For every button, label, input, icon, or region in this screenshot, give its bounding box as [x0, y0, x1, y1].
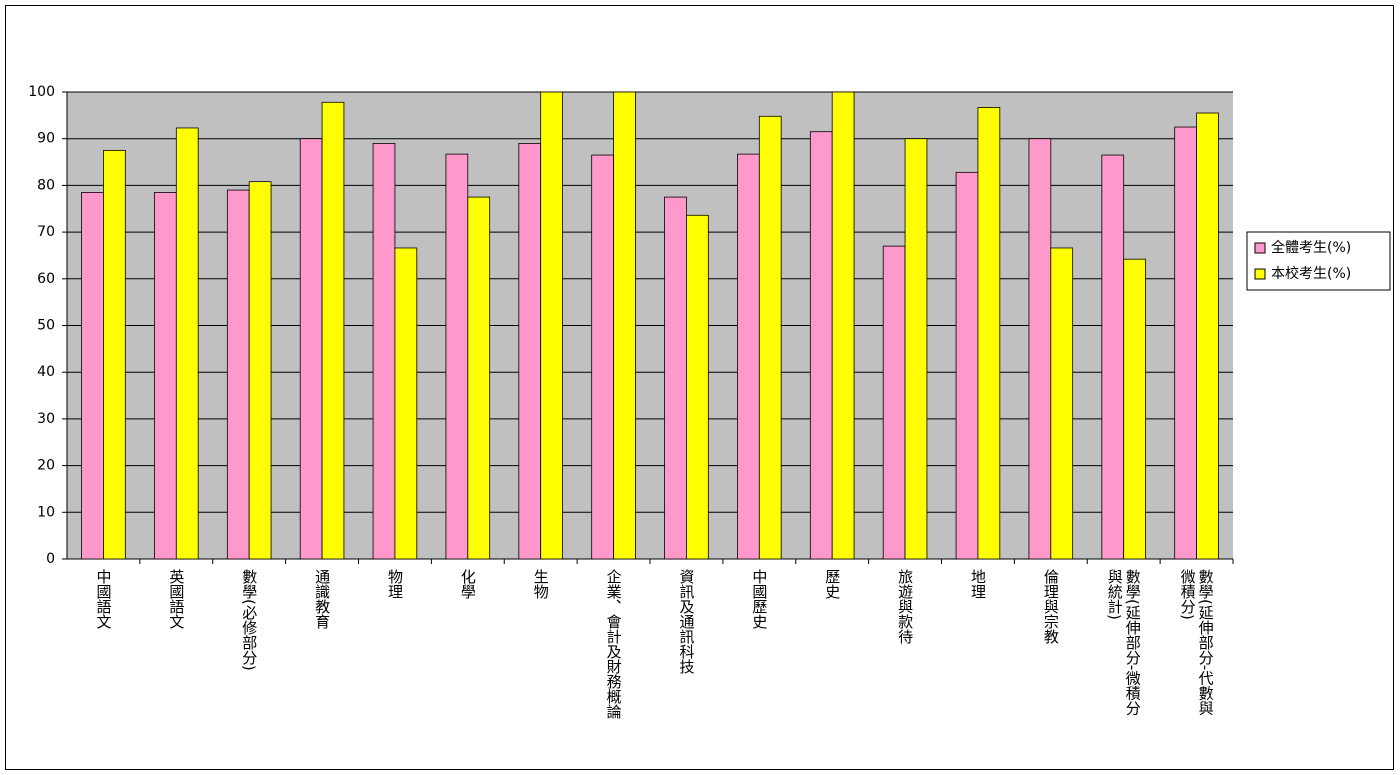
x-tick-label: 物理 [385, 569, 404, 599]
x-tick-label: 數學(必修部分) [240, 569, 259, 671]
legend-label: 全體考生(%) [1271, 239, 1351, 256]
bar [467, 196, 491, 560]
bar [248, 181, 272, 560]
y-tick-label: 100 [28, 84, 55, 100]
y-tick-label: 80 [37, 177, 55, 193]
bar [372, 142, 396, 560]
legend-label: 本校考生(%) [1271, 265, 1351, 282]
x-tick-label: 倫理與宗教 [1041, 569, 1060, 644]
x-tick-label: 通識教育 [313, 569, 332, 629]
bar [591, 154, 614, 560]
bar [81, 192, 104, 560]
bar [882, 245, 906, 560]
bar [955, 171, 979, 560]
bar [664, 196, 687, 560]
bar [613, 91, 636, 560]
bar [226, 189, 250, 560]
bar [809, 131, 833, 560]
y-tick-label: 30 [37, 411, 55, 427]
x-tick-label: 旅遊與款待 [896, 569, 915, 644]
bar [1050, 247, 1074, 560]
y-tick-label: 50 [37, 318, 55, 334]
bar [904, 138, 928, 560]
y-tick-label: 70 [37, 224, 55, 240]
legend-box [1246, 231, 1391, 291]
bar [394, 247, 418, 560]
bar [321, 101, 345, 560]
x-tick-label: 資訊及通訊科技 [677, 569, 696, 674]
bar [103, 149, 126, 560]
bar [175, 127, 199, 560]
y-tick-label: 0 [46, 551, 55, 567]
y-tick-label: 20 [37, 458, 55, 474]
bar [1101, 154, 1125, 560]
x-tick-label: 生物 [531, 569, 550, 599]
x-tick-label: 英國語文 [167, 569, 186, 629]
legend-swatch [1254, 268, 1266, 280]
x-tick-label: 化學 [458, 569, 477, 599]
bar [977, 107, 1001, 560]
legend-swatch [1254, 242, 1266, 254]
bar [518, 142, 542, 560]
bar [686, 214, 709, 560]
x-tick-label: 數學(延伸部分-代數與微積分) [1178, 569, 1215, 716]
bar [737, 153, 760, 560]
y-tick-label: 10 [37, 504, 55, 520]
bar [1196, 112, 1219, 560]
bar [299, 138, 323, 560]
y-tick-label: 60 [37, 271, 55, 287]
bar [758, 115, 782, 560]
x-tick-label: 數學(延伸部分-微積分與統計) [1105, 569, 1142, 716]
x-tick-label: 地理 [968, 569, 987, 599]
bar [154, 192, 177, 560]
x-tick-label: 歷史 [823, 569, 842, 599]
y-tick-label: 40 [37, 364, 55, 380]
x-tick-label: 企業、會計及財務概論 [604, 569, 623, 719]
bar [1123, 258, 1146, 560]
bar [1028, 138, 1052, 560]
y-tick-label: 90 [37, 131, 55, 147]
bar [540, 91, 563, 560]
chart-frame [5, 5, 1394, 770]
bar [1174, 126, 1197, 560]
x-tick-label: 中國歷史 [750, 569, 769, 629]
bar [831, 91, 855, 560]
x-tick-label: 中國語文 [94, 569, 113, 629]
bar [445, 153, 469, 560]
